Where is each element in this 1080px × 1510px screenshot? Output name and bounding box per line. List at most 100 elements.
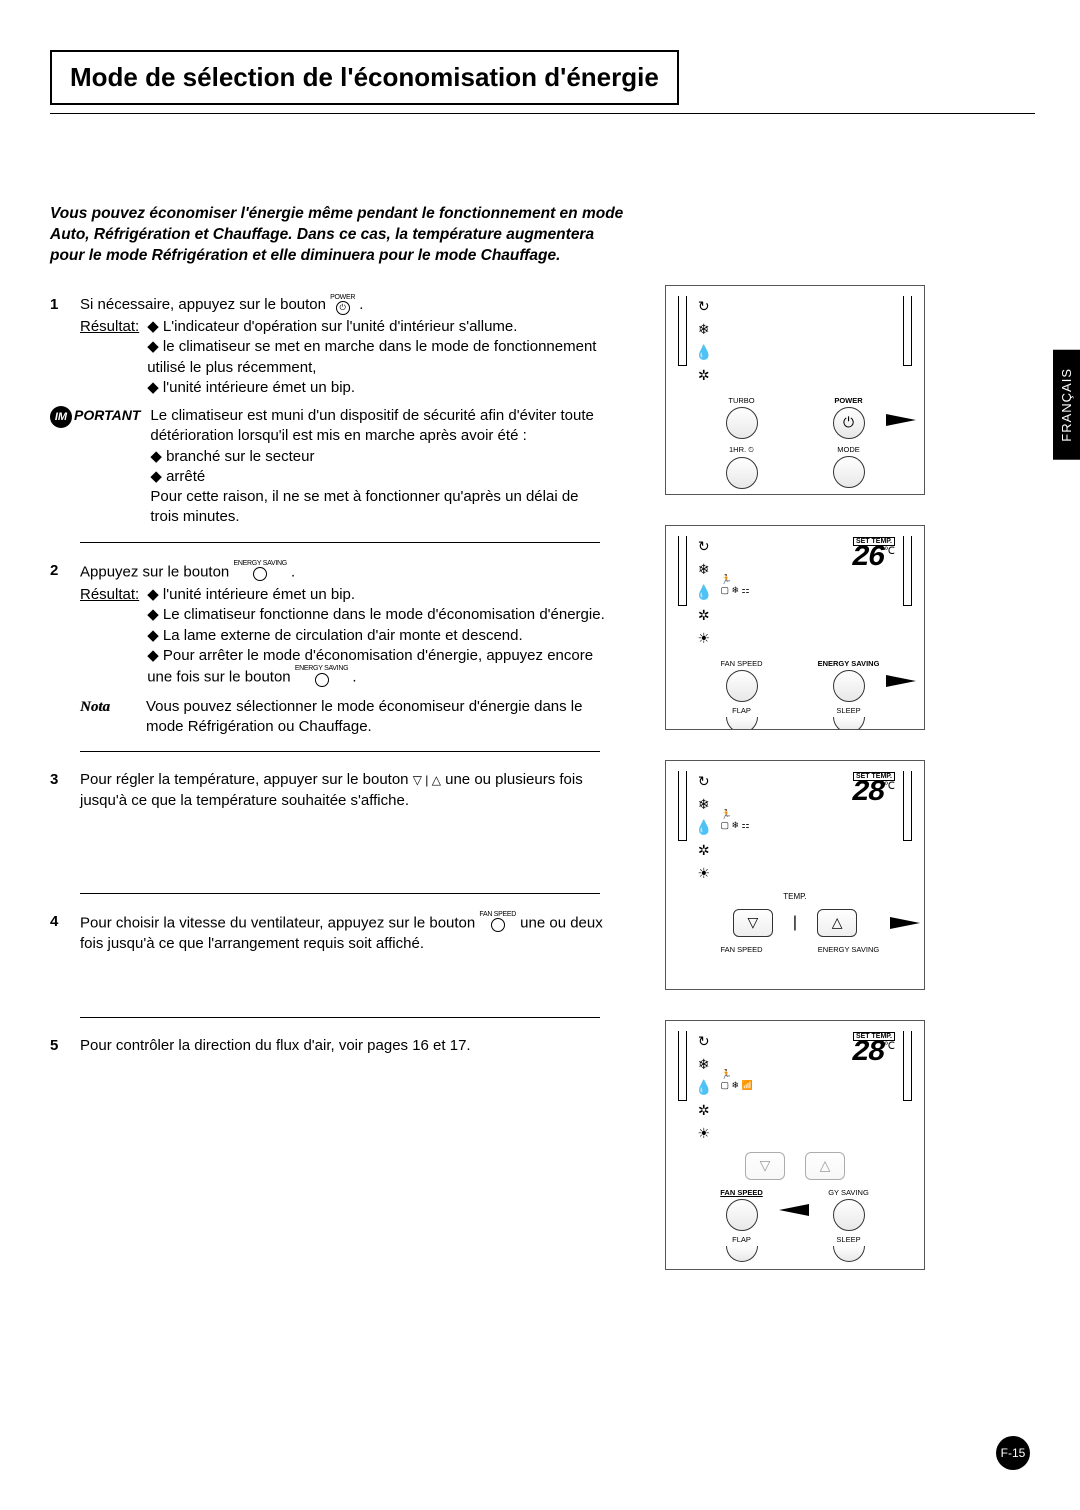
step-1: 1 Si nécessaire, appuyez sur le bouton P… [50,295,610,398]
fanspeed-button: FAN SPEED [692,1188,791,1231]
energy-saving-button: GY SAVING [799,1188,898,1231]
temp-up-button: △ [817,909,857,937]
auto-icon: ↻ [698,773,710,790]
step-3: 3 Pour régler la température, appuyer su… [50,770,610,813]
temp-buttons: ▽ △ [678,1152,912,1180]
button-row-2: FLAP SLEEP [678,1235,912,1262]
nota-block: Nota Vous pouvez sélectionner le mode éc… [80,697,610,738]
list-item: arrêté [150,467,610,487]
heat-icon: ☀ [697,865,710,882]
list-item: le climatiseur se met en marche dans le … [147,337,610,378]
lcd-display [720,296,895,356]
step-5-text: Pour contrôler la direction du flux d'ai… [80,1036,610,1056]
step-2-bullets: l'unité intérieure émet un bip. Le clima… [147,585,610,689]
fanspeed-button: FAN SPEED [692,659,791,702]
list-item: l'unité intérieure émet un bip. [147,378,610,398]
pointer-icon [890,917,920,929]
important-badge: IMPORTANT [50,406,140,528]
step-body: Si nécessaire, appuyez sur le bouton POW… [80,295,610,398]
important-icon: IM [50,406,72,428]
energy-label: ENERGY SAVING [799,945,898,954]
remote-diagram-3: ↻ ❄ 💧 ✲ ☀ SET TEMP. 28℃ 🏃▢ ❄ ⚏ [665,760,925,990]
cool-icon: ❄ [698,561,710,578]
step-2-result: Résultat: l'unité intérieure émet un bip… [80,585,610,689]
step-number: 5 [50,1036,66,1058]
remote-diagram-4: ↻ ❄ 💧 ✲ ☀ SET TEMP. 28℃ 🏃▢ ❄ 📶 [665,1020,925,1270]
temp-down-up-icon: ▽ | △ [413,773,441,787]
list-item: Le climatiseur fonctionne dans le mode d… [147,605,610,625]
auto-icon: ↻ [698,1033,710,1050]
step-1-text: Si nécessaire, appuyez sur le bouton POW… [80,295,610,315]
separator [80,751,600,752]
sleep-button: SLEEP [799,706,898,730]
page-number: F-15 [996,1436,1030,1470]
onehr-button: 1HR. ⏲ [692,445,791,489]
right-column: ↻ ❄ 💧 ✲ TURBO POWER ⏻ [640,285,950,1300]
step-4-text: Pour choisir la vitesse du ventilateur, … [80,912,610,955]
button-row-2: FLAP SLEEP [678,706,912,730]
title-box: Mode de sélection de l'économisation d'é… [50,50,679,105]
important-text-2: Pour cette raison, il ne se met à foncti… [150,487,610,528]
step-2-text: Appuyez sur le bouton ENERGY SAVING . [80,561,610,584]
step-number: 3 [50,770,66,813]
bar-icon [903,1031,912,1101]
mode-icons: ↻ ❄ 💧 ✲ [695,298,712,384]
important-bullets: branché sur le secteur arrêté [150,447,610,488]
step-number: 4 [50,912,66,957]
separator [80,542,600,543]
fan-speed-icon: FAN SPEED [479,912,516,935]
step-body: Pour régler la température, appuyer sur … [80,770,610,813]
step-number: 1 [50,295,66,398]
temp-down-button: ▽ [733,909,773,937]
pointer-icon [886,675,916,687]
bar-icon [678,771,687,841]
flap-button: FLAP [692,706,791,730]
step-body: Pour choisir la vitesse du ventilateur, … [80,912,610,957]
heat-icon: ☀ [697,630,710,647]
button-row: FAN SPEED ENERGY SAVING [678,659,912,702]
mode-icons: ↻ ❄ 💧 ✲ ☀ [695,1033,712,1142]
button-row: FAN SPEED GY SAVING [678,1188,912,1231]
dry-icon: 💧 [695,819,712,836]
cool-icon: ❄ [698,796,710,813]
energy-saving-button: ENERGY SAVING [799,659,898,702]
temp-buttons: ▽ | △ [678,909,912,937]
dry-icon: 💧 [695,1079,712,1096]
list-item: Pour arrêter le mode d'économisation d'é… [147,646,610,689]
cool-icon: ❄ [698,321,710,338]
mode-icons: ↻ ❄ 💧 ✲ ☀ [695,538,712,647]
auto-icon: ↻ [698,538,710,555]
button-row-2: 1HR. ⏲ MODE [678,445,912,489]
pointer-icon [886,414,916,426]
button-row: FAN SPEED ENERGY SAVING [678,945,912,954]
language-tab: FRANÇAIS [1053,350,1080,460]
title-rule [50,113,1035,114]
remote-diagram-1: ↻ ❄ 💧 ✲ TURBO POWER ⏻ [665,285,925,495]
temp-label: TEMP. [678,892,912,901]
bar-icon [903,296,912,366]
remote-diagram-2: ↻ ❄ 💧 ✲ ☀ SET TEMP. 26℃ 🏃 ▢ ❄ ⚏ [665,525,925,730]
step-5: 5 Pour contrôler la direction du flux d'… [50,1036,610,1058]
sleep-button: SLEEP [799,1235,898,1262]
step-number: 2 [50,561,66,689]
list-item: L'indicateur d'opération sur l'unité d'i… [147,317,610,337]
list-item: La lame externe de circulation d'air mon… [147,626,610,646]
step-2: 2 Appuyez sur le bouton ENERGY SAVING . … [50,561,610,689]
step-3-text: Pour régler la température, appuyer sur … [80,770,610,811]
power-icon: POWER⏻ [330,295,355,315]
separator [80,893,600,894]
temp-down-button: ▽ [745,1152,785,1180]
result-label: Résultat: [80,585,139,689]
list-item: branché sur le secteur [150,447,610,467]
power-button: POWER ⏻ [799,396,898,439]
page-title: Mode de sélection de l'économisation d'é… [70,62,659,93]
bar-icon [678,1031,687,1101]
lcd-display: SET TEMP. 28℃ 🏃▢ ❄ ⚏ [720,771,895,831]
separator [80,1017,600,1018]
bar-icon [903,771,912,841]
left-column: 1 Si nécessaire, appuyez sur le bouton P… [50,295,610,1300]
page-number-badge: F-15 [996,1436,1030,1470]
nota-text: Vous pouvez sélectionner le mode économi… [146,697,610,738]
auto-icon: ↻ [698,298,710,315]
step-1-result: Résultat: L'indicateur d'opération sur l… [80,317,610,398]
